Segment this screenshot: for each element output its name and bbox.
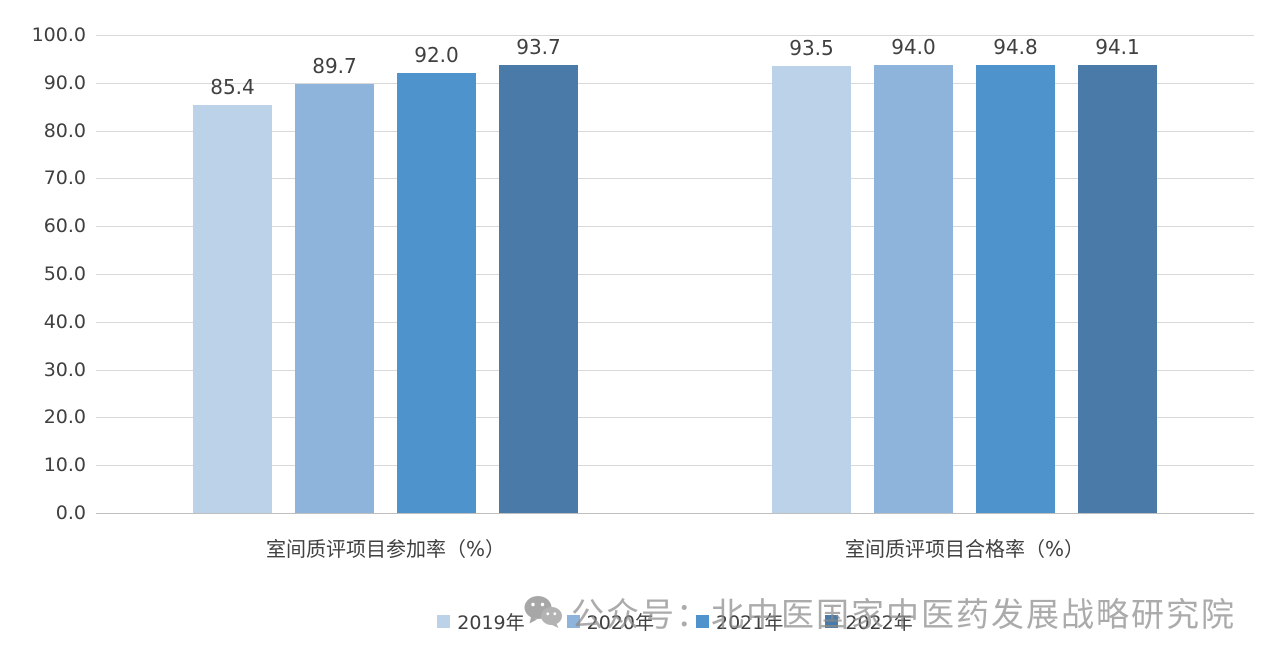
bar — [499, 65, 578, 513]
category-group: 93.5 94.0 94.8 94.1 — [675, 35, 1254, 513]
y-tick-label: 80.0 — [43, 119, 86, 142]
legend-swatch — [696, 615, 709, 628]
y-tick-label: 70.0 — [43, 167, 86, 190]
bar-data-label: 92.0 — [414, 43, 459, 68]
legend-label: 2022年 — [845, 612, 913, 634]
plot-area: 85.4 89.7 92.0 93.7 93.5 94.0 94.8 94.1 — [96, 35, 1254, 514]
bar-data-label: 94.0 — [891, 35, 936, 59]
category-group: 85.4 89.7 92.0 93.7 — [96, 35, 675, 513]
bar-data-label: 85.4 — [210, 74, 255, 99]
gridline — [96, 35, 1254, 36]
gridline — [96, 178, 1254, 180]
y-tick-label: 100.0 — [31, 24, 86, 46]
y-tick-label: 10.0 — [43, 454, 86, 477]
y-tick-label: 50.0 — [43, 263, 86, 285]
legend-swatch — [825, 615, 839, 628]
bar-cell: 93.5 — [772, 35, 851, 513]
legend-swatch — [437, 615, 451, 628]
bar — [1078, 65, 1157, 513]
bar-data-label: 94.8 — [993, 35, 1038, 59]
legend-label: 2019年 — [457, 612, 525, 634]
bar — [874, 65, 953, 513]
gridline — [96, 417, 1254, 419]
gridline — [96, 82, 1254, 84]
gridline — [96, 274, 1254, 275]
gridline — [96, 465, 1254, 467]
y-axis-labels: 0.0 10.0 20.0 30.0 40.0 50.0 60.0 70.0 80.0 90.0 1… — [0, 24, 86, 524]
gridline — [96, 130, 1254, 132]
legend-label: 2020年 — [586, 612, 654, 634]
legend-item: 2019年 — [437, 608, 525, 635]
y-tick-label: 60.0 — [43, 215, 86, 238]
category-label: 室间质评项目参加率（%） — [265, 537, 505, 561]
bar — [295, 84, 374, 513]
category-axis-labels: 室间质评项目参加率（%） 室间质评项目合格率（%） — [96, 533, 1254, 562]
legend-item: 2020年 — [566, 608, 654, 635]
bar-cell: 94.8 — [976, 35, 1055, 513]
gridline — [96, 369, 1254, 371]
bar — [397, 73, 476, 513]
bar-cell: 93.7 — [499, 35, 578, 513]
y-tick-label: 40.0 — [43, 310, 86, 333]
y-tick-label: 90.0 — [43, 71, 86, 94]
category-label: 室间质评项目合格率（%） — [844, 537, 1084, 561]
bar-data-label: 94.1 — [1095, 35, 1140, 59]
gridline — [96, 226, 1254, 228]
legend: 2019年 2020年 2021年 2022年 — [96, 608, 1254, 635]
bar — [976, 65, 1055, 513]
bar-cell: 94.0 — [874, 35, 953, 513]
bar-data-label: 93.5 — [789, 36, 834, 61]
legend-item: 2022年 — [825, 608, 913, 635]
y-tick-label: 0.0 — [55, 502, 86, 524]
legend-swatch — [566, 615, 580, 628]
bar-groups: 85.4 89.7 92.0 93.7 93.5 94.0 94.8 94.1 — [96, 35, 1254, 513]
legend-label: 2021年 — [716, 612, 784, 634]
gridline — [96, 321, 1254, 323]
bar-data-label: 89.7 — [312, 54, 357, 79]
legend-item: 2021年 — [696, 608, 783, 635]
bar — [193, 104, 272, 513]
bar-data-label: 93.7 — [516, 35, 561, 60]
bar-cell: 92.0 — [397, 35, 476, 513]
x-axis-line — [96, 513, 1254, 514]
bar-cell: 85.4 — [193, 35, 272, 513]
y-tick-label: 20.0 — [43, 406, 86, 429]
bar — [772, 66, 851, 513]
bar-cell: 94.1 — [1078, 35, 1157, 513]
gridlines — [96, 35, 1254, 514]
y-tick-label: 30.0 — [43, 358, 86, 381]
bar-cell: 89.7 — [295, 35, 374, 513]
